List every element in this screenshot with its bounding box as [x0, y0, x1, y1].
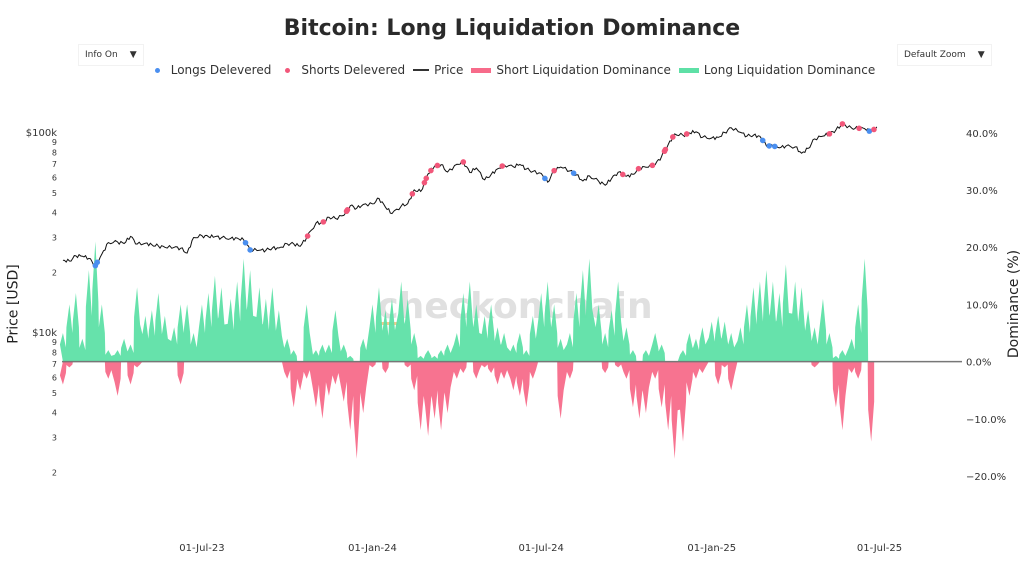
shorts-delevered-marker [304, 233, 311, 239]
x-axis-tick-label: 01-Jan-24 [348, 543, 397, 554]
left-axis-tick-label: 7 [52, 360, 57, 369]
shorts-delevered-marker [421, 179, 428, 186]
shorts-delevered-marker [551, 167, 557, 174]
left-axis-tick-label: 9 [52, 338, 57, 347]
shorts-delevered-marker [499, 163, 506, 169]
dropdown-arrow-icon: ▼ [129, 50, 137, 60]
right-axis-tick-label: 30.0% [966, 186, 998, 197]
info-dropdown-label: Info On [85, 50, 118, 60]
left-axis-tick-label: 6 [52, 173, 57, 182]
right-axis-tick-label: −20.0% [966, 472, 1006, 483]
legend-item-price[interactable]: Price [413, 63, 463, 77]
right-axis-tick-label: 20.0% [966, 243, 998, 254]
left-axis-tick-label: $100k [26, 128, 57, 139]
blue-dot-icon [154, 67, 160, 73]
red-dot-icon [285, 67, 291, 73]
green-swatch-icon [678, 67, 699, 73]
x-axis-tick-label: 01-Jul-24 [519, 543, 564, 554]
longs-delevered-marker [542, 175, 548, 182]
longs-delevered-marker [94, 259, 101, 266]
left-axis-tick-label: 5 [52, 189, 57, 198]
dropdown-arrow-icon: ▼ [977, 50, 985, 60]
left-axis-tick-label: 6 [52, 373, 57, 382]
shorts-delevered-marker [428, 167, 434, 174]
left-axis-tick-label: 2 [52, 469, 57, 478]
right-axis-tick-label: −10.0% [966, 415, 1006, 426]
short-liquidation-dominance-area [59, 361, 875, 459]
legend-label: Longs Delevered [170, 63, 272, 77]
shorts-delevered-marker [683, 131, 690, 137]
zoom-dropdown-label: Default Zoom [904, 50, 966, 60]
shorts-delevered-marker [670, 134, 676, 140]
long-liquidation-dominance-area [59, 241, 875, 362]
shorts-delevered-marker [649, 162, 656, 169]
shorts-delevered-marker [344, 207, 351, 213]
red-swatch-icon [471, 67, 492, 73]
shorts-delevered-marker [619, 171, 626, 178]
shorts-delevered-marker [856, 125, 862, 132]
shorts-delevered-marker [423, 175, 430, 182]
left-axis-tick-label: 8 [52, 348, 57, 357]
shorts-delevered-marker [839, 121, 846, 127]
shorts-delevered-marker [434, 162, 441, 169]
legend-item-shorts-delevered[interactable]: Shorts Delevered [279, 63, 405, 77]
left-axis-tick-label: 7 [52, 160, 57, 169]
shorts-delevered-marker [826, 131, 833, 137]
left-axis-tick-label: 4 [52, 209, 57, 218]
right-axis-title: Dominance (%) [1006, 249, 1023, 359]
price-line [62, 123, 878, 267]
legend-label: Price [434, 63, 464, 77]
legend-label: Long Liquidation Dominance [703, 63, 876, 77]
x-axis-tick-label: 01-Jul-23 [179, 543, 224, 554]
watermark-logo-icon [380, 322, 398, 325]
shorts-delevered-marker [460, 159, 467, 165]
info-dropdown[interactable]: Info On ▼ [78, 44, 144, 66]
legend-item-short-liquidation-dominance[interactable]: Short Liquidation Dominance [471, 63, 671, 77]
x-axis-tick-label: 01-Jul-25 [857, 543, 902, 554]
shorts-delevered-marker [635, 165, 642, 172]
longs-delevered-marker [766, 143, 773, 149]
left-axis-title: Price [USD] [5, 264, 22, 344]
watermark-text: checkonchain [377, 286, 652, 327]
legend-label: Short Liquidation Dominance [496, 63, 671, 77]
longs-delevered-marker [570, 170, 577, 176]
watermark: checkonchain [377, 286, 652, 327]
longs-delevered-marker [242, 239, 249, 246]
legend-item-long-liquidation-dominance[interactable]: Long Liquidation Dominance [678, 63, 876, 77]
left-axis-tick-label: 8 [52, 148, 57, 157]
left-axis-tick-label: 3 [52, 433, 57, 442]
left-axis-tick-label: 5 [52, 389, 57, 398]
left-axis-tick-label: 4 [52, 408, 57, 417]
left-axis-tick-label: 2 [52, 269, 57, 278]
shorts-delevered-marker [871, 126, 877, 133]
shorts-delevered-marker [320, 219, 327, 225]
line-swatch-icon [413, 69, 430, 71]
right-axis-tick-label: 40.0% [966, 129, 998, 140]
longs-delevered-marker [247, 247, 253, 253]
legend: Longs Delevered Shorts Delevered Price S… [0, 63, 1024, 77]
longs-delevered-marker [771, 143, 778, 150]
left-axis-tick-label: $10k [32, 328, 57, 339]
legend-item-longs-delevered[interactable]: Longs Delevered [149, 63, 272, 77]
right-axis-tick-label: 0.0% [966, 358, 991, 369]
right-axis-tick-label: 10.0% [966, 300, 998, 311]
shorts-delevered-marker [409, 191, 416, 197]
x-axis-tick-label: 01-Jan-25 [687, 543, 736, 554]
left-axis-tick-label: 3 [52, 234, 57, 243]
longs-delevered-marker [866, 128, 873, 134]
legend-label: Shorts Delevered [301, 63, 406, 77]
longs-delevered-marker [759, 137, 766, 144]
zoom-dropdown[interactable]: Default Zoom ▼ [897, 44, 992, 66]
left-axis-tick-label: 9 [52, 138, 57, 147]
chart-title: Bitcoin: Long Liquidation Dominance [283, 16, 741, 41]
shorts-delevered-marker [662, 146, 669, 153]
